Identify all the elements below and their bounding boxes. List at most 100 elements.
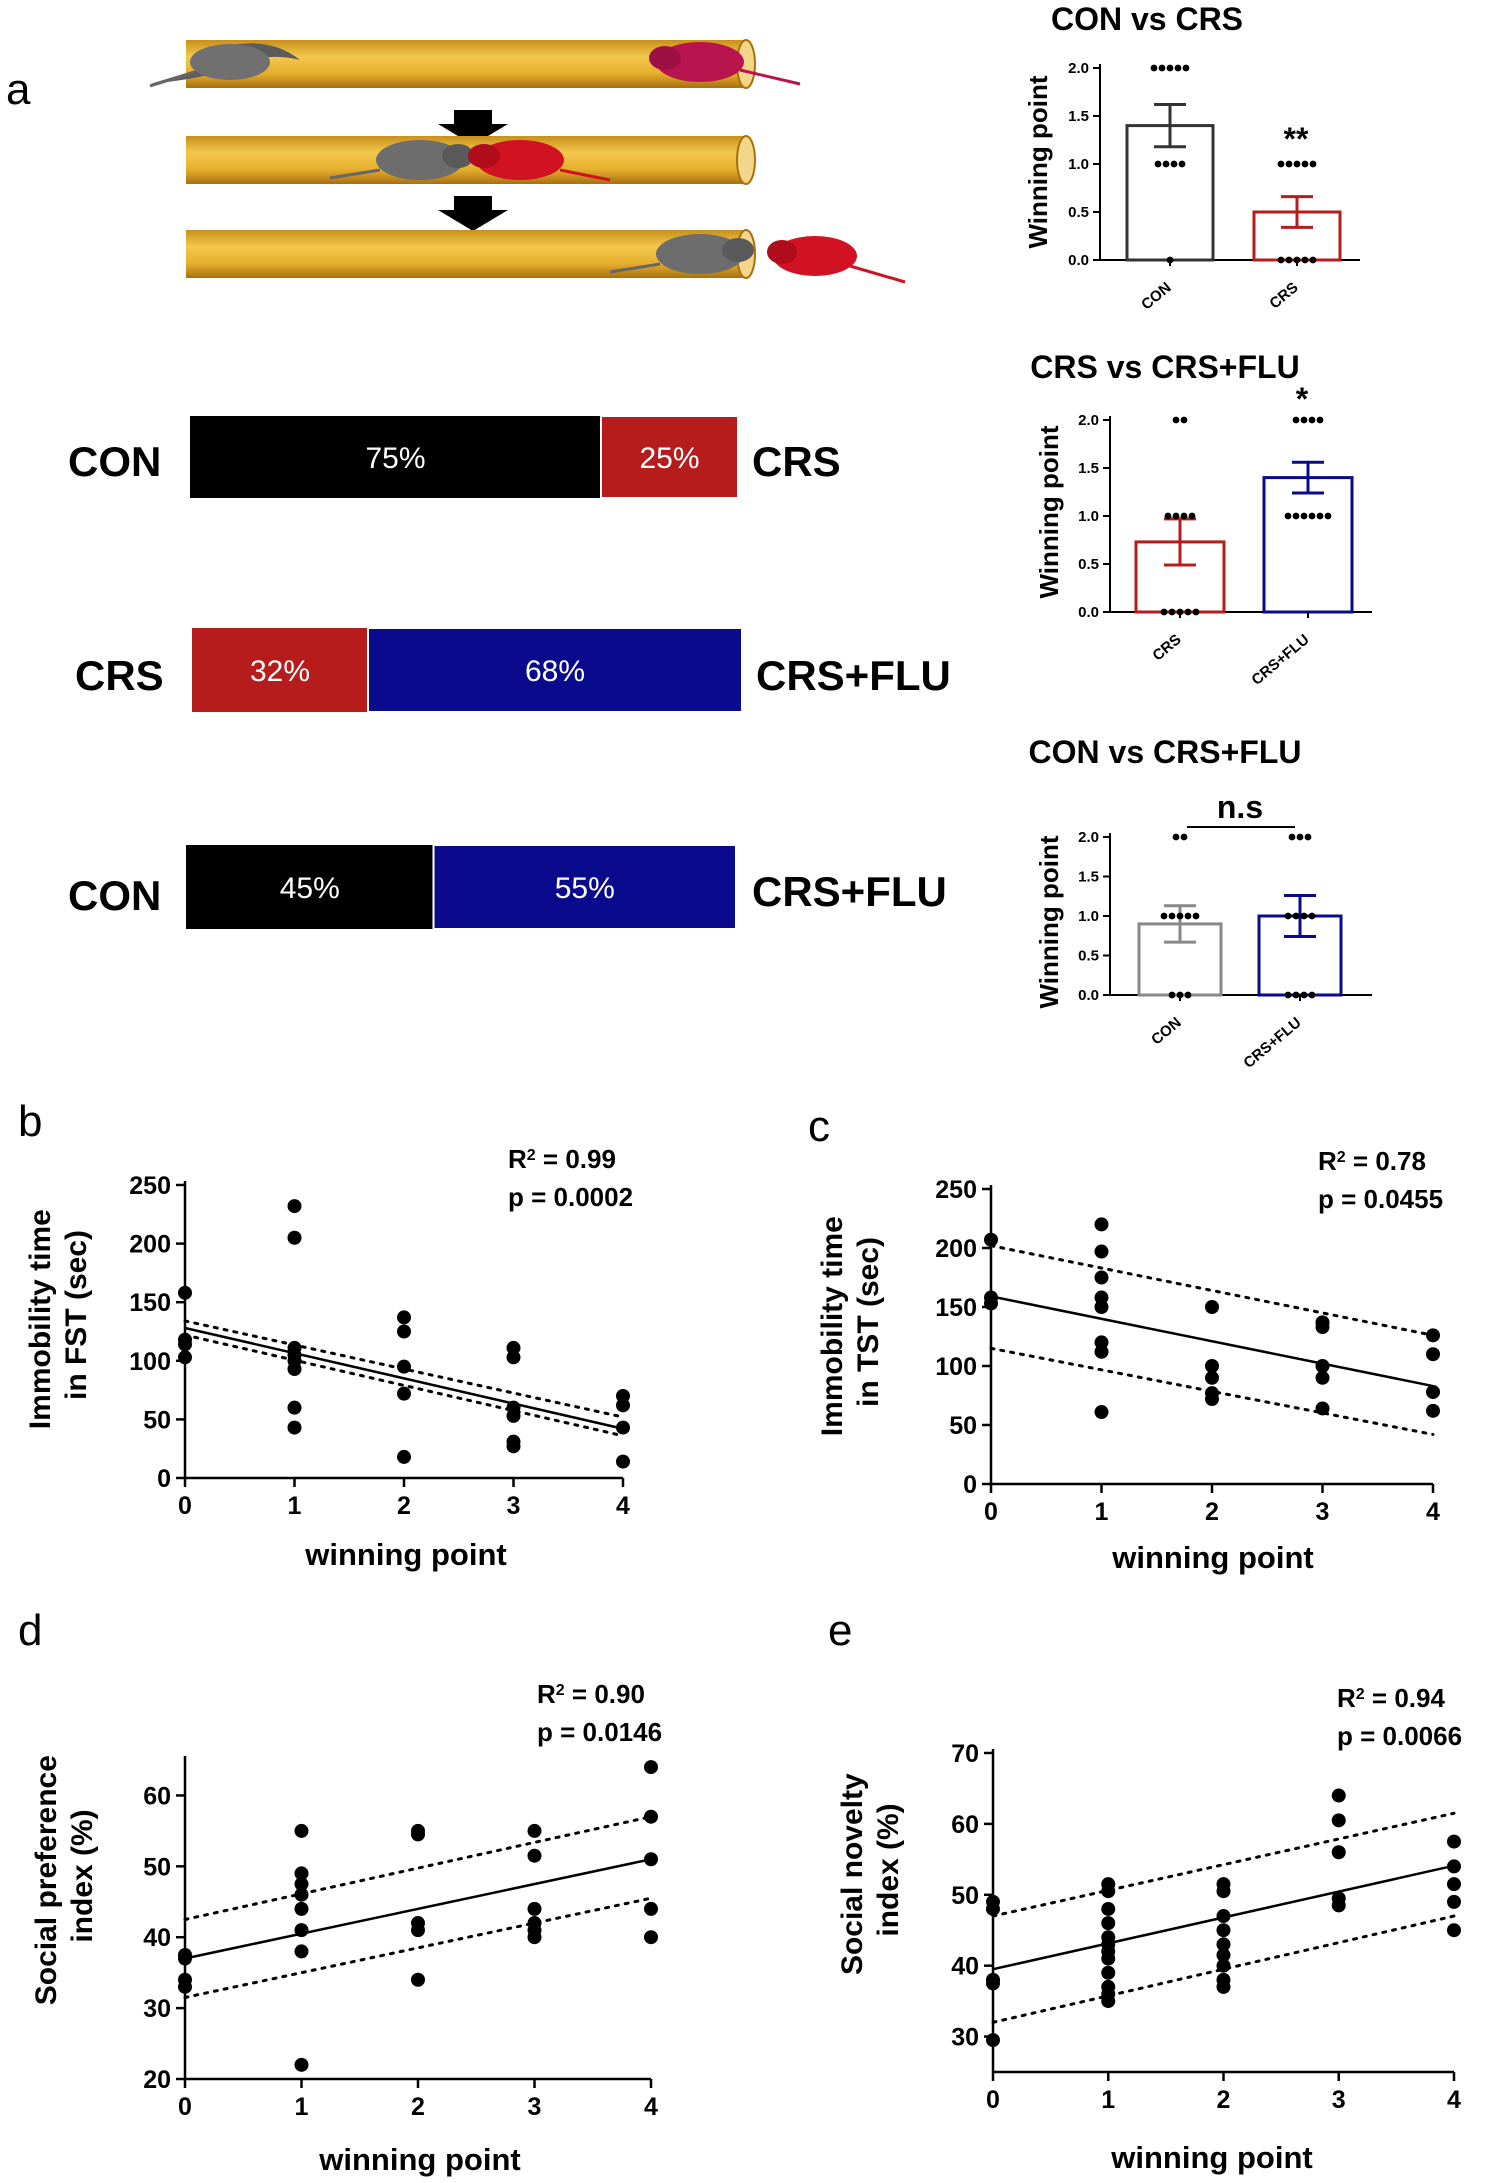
y-tick-label: 0.5	[1068, 204, 1089, 221]
data-point	[1300, 912, 1308, 920]
data-point	[1101, 1916, 1116, 1931]
data-point	[1284, 912, 1292, 920]
data-point	[287, 1420, 302, 1435]
data-point	[1180, 833, 1188, 841]
x-tick-label: 1	[1095, 1498, 1109, 1526]
data-point	[616, 1398, 630, 1413]
y-axis-label: Immobility time in TST (sec)	[816, 1208, 885, 1436]
data-point	[644, 1809, 658, 1824]
bar-chart-con-vs-crs: CON vs CRS Winning point ** 0.0 0.5 1.0 1.5…	[1023, 1, 1360, 313]
bar-chart-crs-vs-crsflu: CRS vs CRS+FLU Winning point * 0.0 0.5 1.0…	[1030, 349, 1372, 689]
data-point	[1300, 512, 1308, 520]
gray-mouse-icon	[609, 234, 754, 274]
right-group-label: CRS	[752, 438, 841, 485]
x-axis-label: winning point	[1111, 1540, 1313, 1575]
data-point	[397, 1310, 411, 1325]
data-point	[1308, 912, 1316, 920]
data-point	[527, 1823, 542, 1838]
data-point	[1324, 512, 1332, 520]
data-point	[1216, 1958, 1231, 1973]
y-tick-label: 50	[951, 1882, 979, 1910]
data-point	[644, 1760, 658, 1775]
data-point	[986, 2033, 1000, 2048]
y-axis-label: Winning point	[1034, 835, 1064, 1008]
data-point	[1284, 512, 1292, 520]
y-axis-label: Winning point	[1034, 425, 1064, 598]
data-point	[294, 1923, 309, 1938]
data-point	[506, 1408, 521, 1423]
data-point	[294, 1901, 309, 1916]
data-point	[1426, 1384, 1440, 1399]
y-tick-label: 40	[951, 1953, 979, 1981]
data-point	[1447, 1923, 1461, 1938]
data-point	[1168, 991, 1176, 999]
data-point	[1447, 1859, 1461, 1874]
data-point	[1301, 256, 1309, 264]
red-mouse-icon	[767, 236, 906, 284]
y-axis-label-line1: Social preference	[30, 1755, 63, 2005]
data-point	[1277, 160, 1285, 168]
y-tick-label: 1.5	[1068, 108, 1089, 125]
data-point	[1205, 1392, 1219, 1407]
y-tick-label: 0.5	[1078, 556, 1099, 573]
panel-letter-c: c	[808, 1102, 830, 1151]
scatter-fst: Immobility time in FST (sec) winning poi…	[24, 1144, 633, 1572]
bar-segment	[367, 627, 743, 713]
data-point	[1101, 1965, 1116, 1980]
panel-letter-d: d	[18, 1606, 42, 1655]
r-squared-label: R2 = 0.99	[508, 1144, 616, 1174]
significance-marker: *	[1296, 381, 1309, 417]
red-mouse-icon	[468, 140, 611, 182]
data-point	[527, 1848, 542, 1863]
data-point	[1101, 1901, 1116, 1916]
right-group-label: CRS+FLU	[752, 868, 947, 915]
data-point	[1216, 1909, 1231, 1924]
x-tick-label: 2	[411, 2093, 425, 2121]
confidence-band-lower	[183, 1333, 625, 1438]
data-point	[1184, 912, 1192, 920]
bar	[1262, 476, 1354, 614]
tube-test-schematic	[149, 39, 906, 284]
p-value-label: p = 0.0146	[537, 1717, 662, 1747]
data-point	[1094, 1300, 1109, 1314]
competition-bar-con-vs-crs: CON CRS 75% 25%	[68, 415, 841, 499]
y-axis-label-line2: index (%)	[66, 1809, 99, 1942]
competition-bar-con-vs-crsflu: CON CRS+FLU 45% 55%	[68, 844, 947, 930]
data-point	[178, 1337, 192, 1352]
data-point	[1304, 833, 1312, 841]
y-tick-label: 2.0	[1068, 60, 1089, 77]
confidence-band-lower	[991, 1914, 1456, 2024]
bar-segment	[192, 628, 368, 712]
x-tick-label: 3	[1316, 1498, 1330, 1526]
data-point	[1180, 512, 1188, 520]
data-point	[397, 1386, 411, 1401]
segment-label: 32%	[250, 655, 310, 688]
confidence-band-upper	[183, 1815, 653, 1921]
left-group-label: CON	[68, 438, 161, 485]
y-axis-label: Social novelty index (%)	[836, 1765, 905, 1975]
chart-title: CON vs CRS	[1051, 1, 1243, 37]
data-point	[1309, 256, 1317, 264]
data-point	[1331, 1788, 1346, 1803]
data-point	[1331, 1845, 1346, 1860]
data-point	[1182, 64, 1190, 72]
data-point	[1172, 512, 1180, 520]
y-tick-label: 0	[963, 1471, 977, 1499]
data-point	[1172, 416, 1180, 424]
data-point	[984, 1296, 998, 1311]
chart-title: CON vs CRS+FLU	[1029, 734, 1302, 770]
segment-label: 55%	[555, 872, 615, 905]
data-point	[1164, 512, 1172, 520]
data-point	[1293, 160, 1301, 168]
data-point	[1168, 608, 1176, 616]
data-point	[1447, 1894, 1461, 1909]
data-point	[1308, 416, 1316, 424]
r-squared-label: R2 = 0.90	[537, 1679, 645, 1709]
data-point	[1094, 1270, 1109, 1285]
data-point	[1101, 1994, 1116, 2009]
y-axis-label: Social preference index (%)	[30, 1747, 99, 2005]
x-tick-label: 0	[178, 1492, 192, 1520]
y-axis-label-line2: in TST (sec)	[852, 1237, 885, 1407]
data-point	[1447, 1877, 1461, 1892]
